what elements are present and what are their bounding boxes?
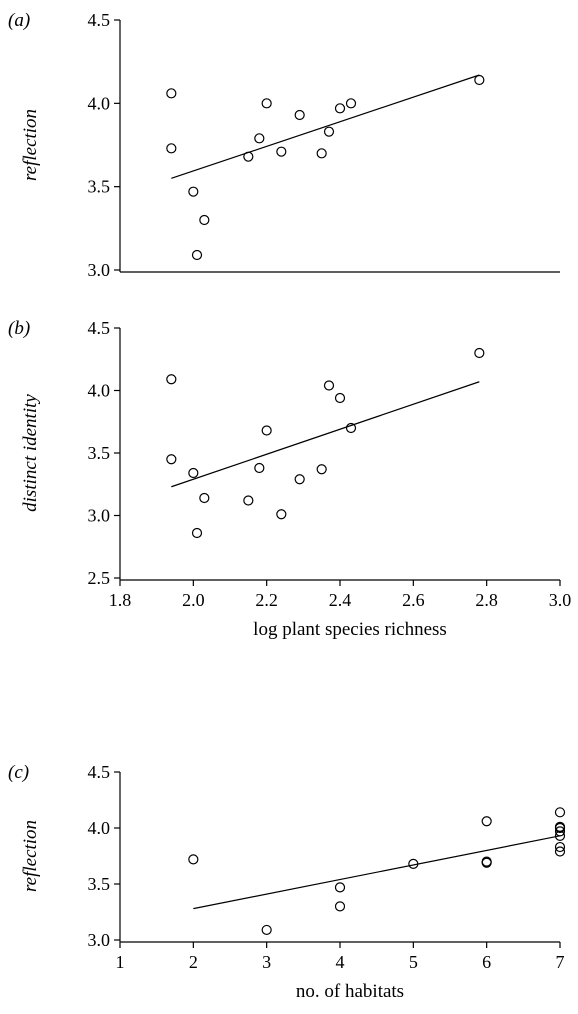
data-point — [481, 857, 492, 868]
data-point — [554, 846, 566, 857]
x-tick-label: 2.2 — [255, 590, 278, 610]
regression-line — [193, 835, 561, 910]
x-tick-label: 5 — [409, 952, 418, 972]
data-point — [481, 816, 492, 827]
data-point — [243, 151, 254, 162]
panel-label: (a) — [8, 10, 30, 31]
regression-line — [171, 381, 480, 488]
data-point — [334, 392, 346, 404]
y-tick-label: 4.0 — [88, 93, 111, 113]
x-tick-label: 7 — [556, 952, 565, 972]
data-point — [191, 249, 203, 261]
data-point — [166, 454, 177, 465]
data-point — [188, 467, 199, 479]
y-tick-label: 4.5 — [88, 762, 111, 782]
data-point — [554, 841, 566, 853]
y-axis-label: reflection — [20, 820, 41, 892]
data-point — [261, 98, 272, 109]
y-axis-label: reflection — [20, 109, 41, 181]
data-point — [294, 474, 305, 485]
x-tick-label: 6 — [482, 952, 491, 972]
x-tick-label: 1.8 — [109, 590, 132, 610]
x-axis-label: log plant species richness — [253, 619, 447, 640]
data-point — [474, 74, 485, 86]
data-point — [334, 103, 346, 114]
panel-label: (b) — [8, 318, 30, 339]
x-tick-label: 2.0 — [182, 590, 205, 610]
data-point — [554, 807, 566, 818]
x-tick-label: 2.8 — [475, 590, 498, 610]
y-tick-label: 3.5 — [88, 874, 111, 894]
x-tick-label: 2.4 — [329, 590, 352, 610]
data-point — [294, 109, 305, 121]
data-point — [316, 464, 327, 475]
data-point — [188, 186, 199, 197]
y-tick-label: 2.5 — [88, 568, 111, 588]
data-point — [254, 133, 265, 144]
panel-label: (c) — [8, 762, 29, 783]
x-tick-label: 4 — [336, 952, 345, 972]
data-point — [554, 822, 566, 834]
y-tick-label: 4.0 — [88, 381, 111, 401]
data-point — [166, 374, 177, 385]
data-point — [261, 924, 272, 936]
y-tick-label: 3.5 — [88, 177, 111, 197]
data-point — [345, 98, 357, 109]
y-tick-label: 4.5 — [88, 318, 111, 338]
x-axis-label: no. of habitats — [296, 981, 404, 1002]
y-tick-label: 4.0 — [88, 818, 111, 838]
data-point — [554, 826, 566, 837]
data-point — [166, 88, 177, 99]
y-tick-label: 3.5 — [88, 443, 111, 463]
x-tick-label: 3 — [262, 952, 271, 972]
data-point — [323, 126, 335, 137]
y-axis-label: distinct identity — [20, 394, 41, 512]
data-point — [191, 527, 203, 539]
data-point — [345, 422, 357, 434]
x-tick-label: 1 — [116, 952, 125, 972]
y-tick-label: 3.0 — [88, 930, 111, 950]
data-point — [199, 214, 210, 226]
regression-line — [171, 74, 480, 179]
y-tick-label: 3.0 — [88, 260, 111, 280]
x-tick-label: 2.6 — [402, 590, 425, 610]
data-point — [243, 495, 254, 506]
data-point — [474, 347, 485, 359]
x-tick-label: 2 — [189, 952, 198, 972]
data-point — [334, 882, 346, 893]
data-point — [261, 425, 272, 436]
data-point — [276, 509, 287, 520]
data-point — [554, 830, 566, 841]
data-point — [199, 492, 210, 504]
data-point — [408, 858, 419, 869]
y-tick-label: 4.5 — [88, 10, 111, 30]
data-point — [254, 462, 265, 474]
data-point — [323, 380, 335, 391]
data-point — [166, 143, 177, 154]
data-point — [316, 148, 327, 159]
data-point — [276, 146, 287, 157]
data-point — [334, 901, 346, 912]
x-tick-label: 3.0 — [549, 590, 572, 610]
data-point — [188, 854, 199, 865]
y-tick-label: 3.0 — [88, 506, 111, 526]
